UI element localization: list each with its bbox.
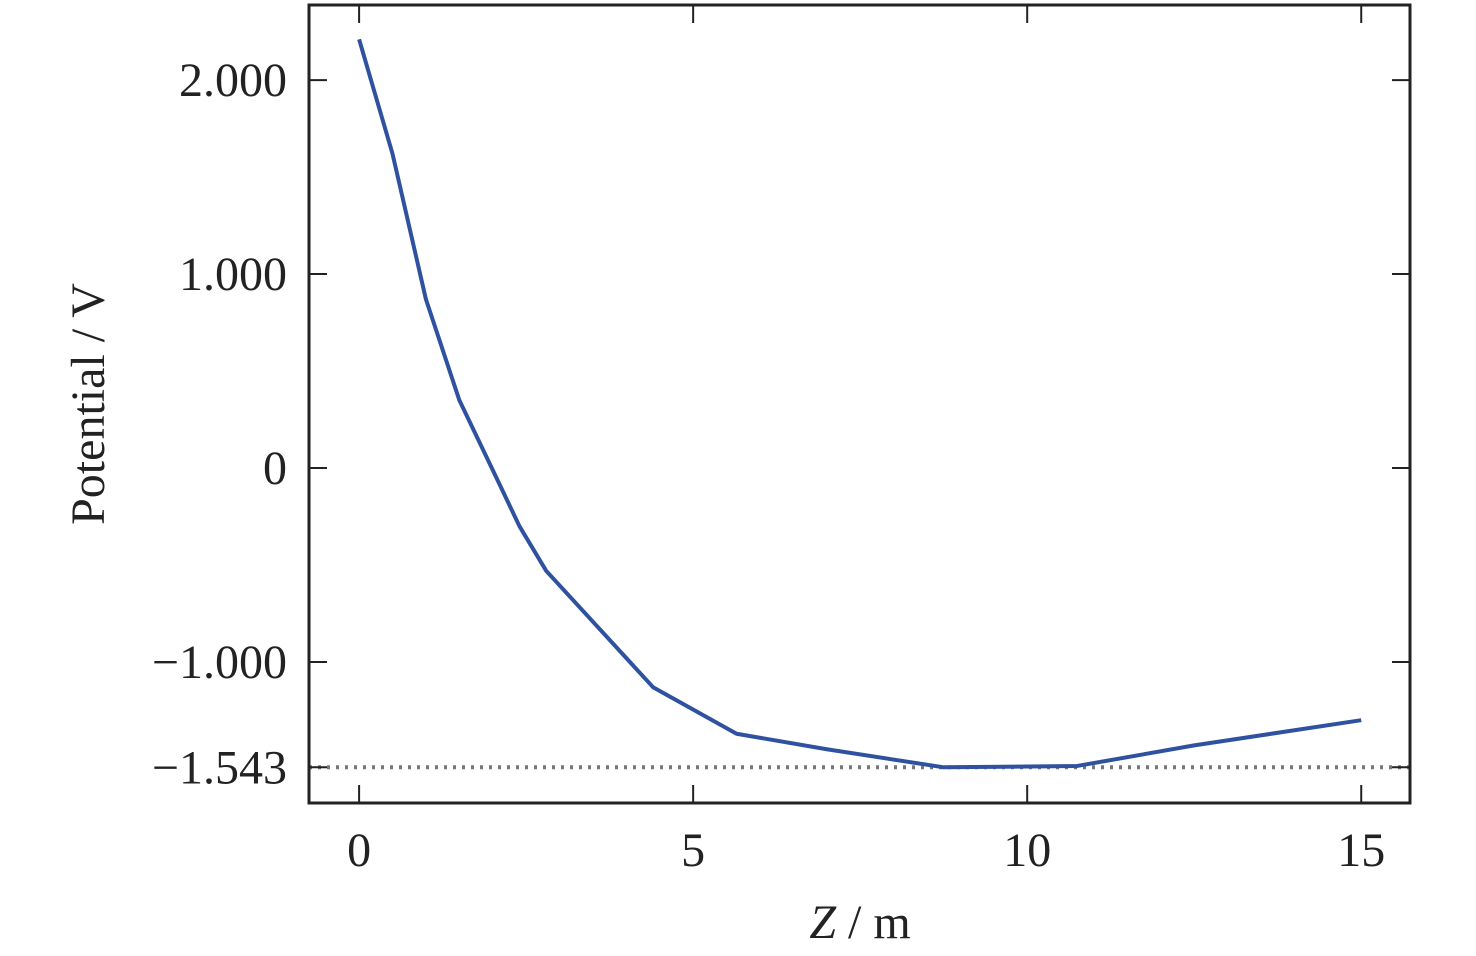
y-axis-title: Potential / V xyxy=(62,283,115,525)
x-tick-label: 10 xyxy=(1003,824,1051,877)
y-tick-label: −1.000 xyxy=(152,636,287,689)
x-axis-symbol: Z xyxy=(809,896,837,949)
x-tick-label: 15 xyxy=(1337,824,1385,877)
y-tick-label: 1.000 xyxy=(179,248,287,301)
x-tick-label: 0 xyxy=(347,824,371,877)
data-line xyxy=(357,38,1362,770)
x-tick-label: 5 xyxy=(681,824,705,877)
y-tick-label: 0 xyxy=(263,442,287,495)
x-axis-unit: / m xyxy=(848,896,911,949)
y-tick-label: −1.543 xyxy=(152,741,287,794)
x-axis-title: Z / m xyxy=(809,896,910,949)
y-tick-label: 2.000 xyxy=(179,54,287,107)
plot-frame xyxy=(307,3,1412,805)
